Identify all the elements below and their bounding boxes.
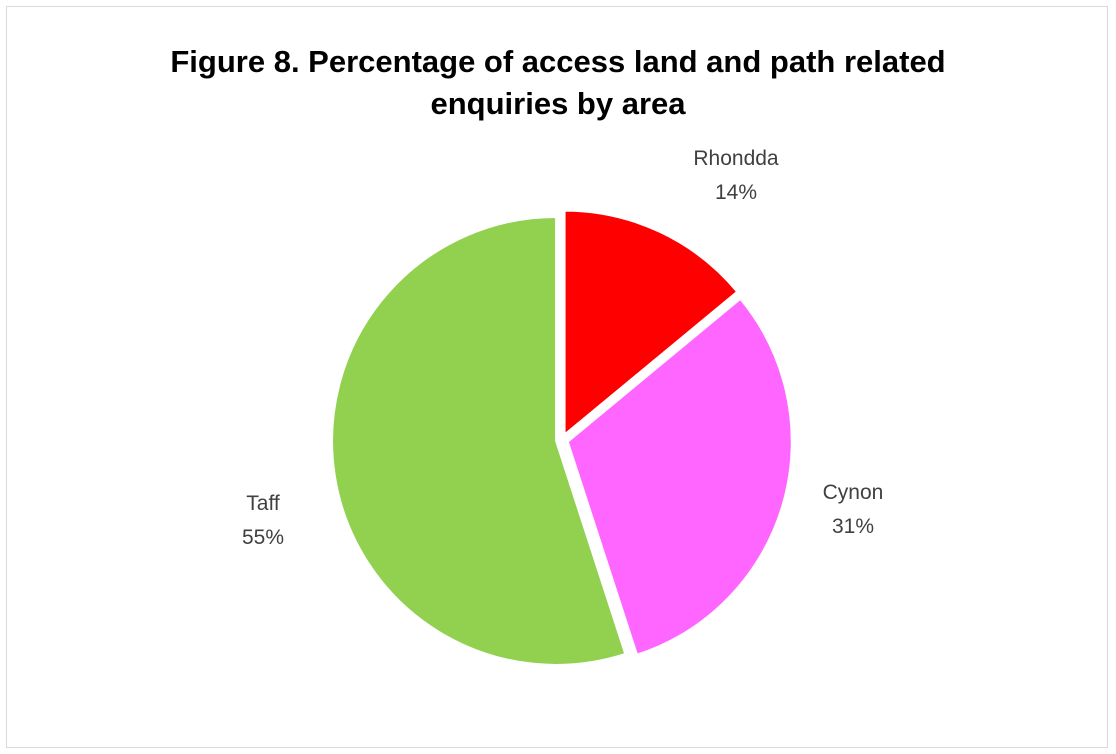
- slice-value-cynon: 31%: [832, 515, 874, 538]
- chart-title: Figure 8. Percentage of access land and …: [7, 41, 1109, 125]
- chart-title-line-1: Figure 8. Percentage of access land and …: [170, 44, 946, 79]
- pie-slice-cynon: [566, 297, 793, 656]
- slice-value-taff: 55%: [242, 526, 284, 549]
- slice-label-rhondda: Rhondda: [693, 147, 779, 170]
- slice-label-taff: Taff: [246, 492, 280, 515]
- pie-slice-rhondda: [563, 209, 739, 437]
- slice-label-cynon: Cynon: [823, 481, 884, 504]
- slice-value-rhondda: 14%: [715, 181, 757, 204]
- pie-slice-taff: [331, 215, 627, 666]
- chart-title-line-2: enquiries by area: [430, 86, 686, 121]
